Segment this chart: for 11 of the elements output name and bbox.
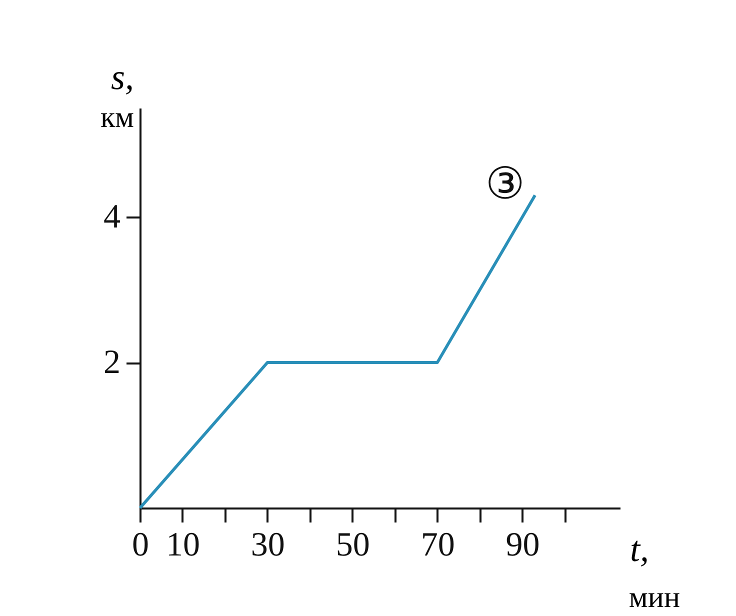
y-tick-label: 4 xyxy=(104,198,120,236)
x-tick-label: 10 xyxy=(166,526,200,564)
x-tick-label: 0 xyxy=(132,526,149,564)
x-tick-label: 50 xyxy=(336,526,370,564)
y-tick-label: 2 xyxy=(104,344,120,382)
y-axis-title: s, км xyxy=(100,57,134,134)
annotation: ③ xyxy=(485,158,525,210)
x-tick-label: 70 xyxy=(420,526,455,564)
x-axis-title: t, мин xyxy=(628,529,680,614)
x-tick-label: 30 xyxy=(250,526,285,564)
x-tick-label: 90 xyxy=(506,526,540,564)
